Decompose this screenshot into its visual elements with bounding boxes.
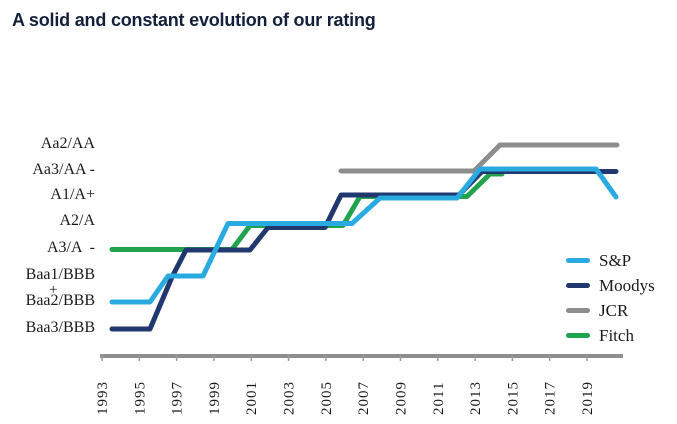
x-axis-year-label: 2003: [282, 381, 298, 415]
legend-item-jcr: JCR: [566, 298, 655, 323]
x-axis-year-label: 2011: [431, 382, 447, 415]
jcr-line-swatch: [566, 308, 590, 313]
x-axis-year-label: 2019: [580, 381, 596, 415]
series-line-fitch: [109, 171, 505, 252]
x-axis-year-label: 2007: [356, 381, 372, 415]
moodys-line-swatch: [566, 283, 590, 288]
sp-line-swatch: [566, 258, 590, 263]
series-line-jcr: [338, 142, 620, 174]
x-axis-year-label: 1993: [95, 381, 111, 415]
legend-item-sp: S&P: [566, 248, 655, 273]
legend-item-moodys: Moodys: [566, 273, 655, 298]
x-axis-year-label: 2015: [505, 381, 521, 415]
x-axis-year-label: 2005: [319, 381, 335, 415]
x-axis-year-label: 2001: [244, 381, 260, 415]
legend-label-fitch: Fitch: [599, 325, 634, 345]
x-axis-year-label: 1999: [207, 381, 223, 415]
legend-label-sp: S&P: [599, 250, 632, 270]
series-line-moodys: [109, 169, 619, 332]
series-line-sp: [109, 166, 619, 305]
fitch-line-swatch: [566, 333, 590, 338]
legend-label-moodys: Moodys: [599, 275, 655, 295]
x-axis-year-label: 1995: [132, 381, 148, 415]
x-axis-year-label: 2009: [393, 381, 409, 415]
page-title: A solid and constant evolution of our ra…: [12, 10, 376, 30]
legend-item-fitch: Fitch: [566, 323, 655, 348]
x-axis-year-label: 1997: [170, 381, 186, 415]
x-axis-year-label: 2013: [468, 381, 484, 415]
x-axis-year-label: 2017: [543, 381, 559, 415]
chart-legend: S&P Moodys JCR Fitch: [566, 248, 655, 348]
legend-label-jcr: JCR: [599, 300, 629, 320]
